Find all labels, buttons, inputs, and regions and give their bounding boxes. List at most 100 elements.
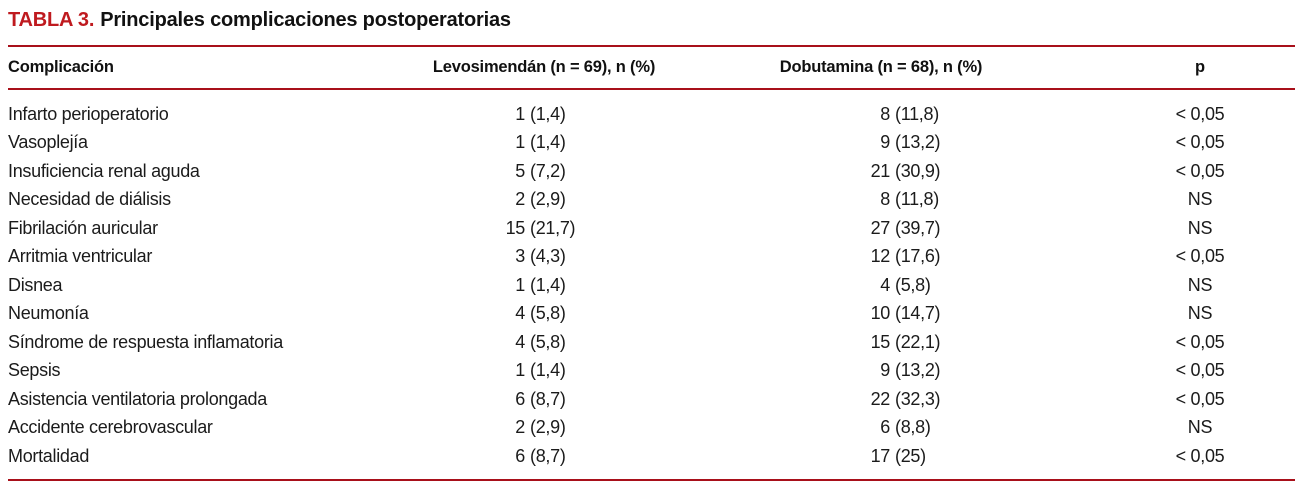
dobutamina-percent: (13,2): [895, 360, 941, 381]
dobutamina-cell: 9 (13,2): [657, 360, 1105, 381]
dobutamina-count: 15: [870, 331, 891, 352]
p-value-cell: NS: [1187, 189, 1213, 210]
levosimendan-count: 15: [505, 217, 526, 238]
dobutamina-count: 8: [880, 189, 890, 210]
dobutamina-count: 10: [870, 303, 891, 324]
table-body: Infarto perioperatorio 1 (1,4) 8 (11,8) < 0,0…: [0, 90, 1302, 479]
levosimendan-count: 4: [515, 303, 525, 324]
dobutamina-count: 9: [880, 360, 890, 381]
dobutamina-cell: 15 (22,1): [657, 332, 1105, 353]
levosimendan-count: 2: [515, 417, 525, 438]
p-value-cell: NS: [1187, 274, 1213, 295]
dobutamina-percent: (17,6): [895, 246, 941, 267]
levosimendan-percent: (5,8): [530, 331, 566, 352]
levosimendan-count: 4: [515, 331, 525, 352]
dobutamina-count: 4: [880, 274, 890, 295]
p-value-cell: NS: [1187, 417, 1213, 438]
p-value-cell: < 0,05: [1175, 160, 1225, 181]
complication-cell: Vasoplejía: [8, 132, 88, 153]
levosimendan-count: 1: [515, 274, 525, 295]
dobutamina-cell: 10 (14,7): [657, 303, 1105, 324]
table-row: Neumonía 4 (5,8) 10 (14,7) NS: [8, 300, 1302, 329]
table-rule-top: [8, 45, 1295, 47]
complication-cell: Síndrome de respuesta inflamatoria: [8, 331, 283, 352]
column-header-complication: Complicación: [8, 58, 114, 76]
levosimendan-count: 2: [515, 189, 525, 210]
table-header-row: Complicación Levosimendán (n = 69), n (%…: [8, 47, 1302, 88]
table-row: Accidente cerebrovascular 2 (2,9) 6 (8,8) NS: [8, 414, 1302, 443]
levosimendan-cell: 1 (1,4): [431, 275, 657, 296]
p-value-cell: < 0,05: [1175, 360, 1225, 381]
complication-cell: Accidente cerebrovascular: [8, 417, 213, 438]
dobutamina-cell: 17 (25): [657, 446, 1105, 467]
complication-cell: Insuficiencia renal aguda: [8, 160, 200, 181]
levosimendan-percent: (21,7): [530, 217, 576, 238]
dobutamina-percent: (25): [895, 445, 926, 466]
levosimendan-cell: 6 (8,7): [431, 446, 657, 467]
complication-cell: Necesidad de diálisis: [8, 189, 171, 210]
table-row: Arritmia ventricular 3 (4,3) 12 (17,6) < 0,05: [8, 243, 1302, 272]
complication-cell: Asistencia ventilatoria prolongada: [8, 388, 267, 409]
levosimendan-count: 3: [515, 246, 525, 267]
dobutamina-cell: 8 (11,8): [657, 104, 1105, 125]
levosimendan-percent: (8,7): [530, 445, 566, 466]
table-title-text: Principales complicaciones postoperatori…: [100, 9, 511, 31]
dobutamina-percent: (8,8): [895, 417, 931, 438]
table-row: Insuficiencia renal aguda 5 (7,2) 21 (30,9) <…: [8, 157, 1302, 186]
levosimendan-percent: (7,2): [530, 160, 566, 181]
table-row: Fibrilación auricular 15 (21,7) 27 (39,7) NS: [8, 214, 1302, 243]
table-row: Necesidad de diálisis 2 (2,9) 8 (11,8) NS: [8, 186, 1302, 215]
p-value-cell: < 0,05: [1175, 246, 1225, 267]
dobutamina-cell: 6 (8,8): [657, 417, 1105, 438]
levosimendan-percent: (1,4): [530, 132, 566, 153]
levosimendan-percent: (1,4): [530, 274, 566, 295]
table-row: Asistencia ventilatoria prolongada 6 (8,7)…: [8, 385, 1302, 414]
dobutamina-percent: (14,7): [895, 303, 941, 324]
levosimendan-percent: (5,8): [530, 303, 566, 324]
dobutamina-count: 12: [870, 246, 891, 267]
table-row: Síndrome de respuesta inflamatoria 4 (5,8)…: [8, 328, 1302, 357]
dobutamina-cell: 27 (39,7): [657, 218, 1105, 239]
levosimendan-count: 6: [515, 388, 525, 409]
table-row: Vasoplejía 1 (1,4) 9 (13,2) < 0,05: [8, 129, 1302, 158]
complication-cell: Mortalidad: [8, 445, 90, 466]
table-row: Infarto perioperatorio 1 (1,4) 8 (11,8) < 0,0…: [8, 100, 1302, 129]
dobutamina-count: 17: [870, 445, 891, 466]
levosimendan-count: 1: [515, 132, 525, 153]
dobutamina-percent: (13,2): [895, 132, 941, 153]
levosimendan-count: 1: [515, 103, 525, 124]
dobutamina-cell: 12 (17,6): [657, 246, 1105, 267]
levosimendan-cell: 1 (1,4): [431, 104, 657, 125]
levosimendan-cell: 6 (8,7): [431, 389, 657, 410]
dobutamina-percent: (32,3): [895, 388, 941, 409]
levosimendan-count: 5: [515, 160, 525, 181]
dobutamina-cell: 9 (13,2): [657, 132, 1105, 153]
dobutamina-percent: (11,8): [895, 189, 939, 210]
dobutamina-count: 21: [870, 160, 891, 181]
levosimendan-count: 6: [515, 445, 525, 466]
complication-cell: Disnea: [8, 274, 63, 295]
complication-cell: Neumonía: [8, 303, 89, 324]
levosimendan-percent: (4,3): [530, 246, 566, 267]
dobutamina-count: 6: [880, 417, 890, 438]
column-header-p: p: [1195, 58, 1205, 76]
levosimendan-cell: 15 (21,7): [431, 218, 657, 239]
p-value-cell: < 0,05: [1175, 388, 1225, 409]
dobutamina-cell: 22 (32,3): [657, 389, 1105, 410]
table-row: Sepsis 1 (1,4) 9 (13,2) < 0,05: [8, 357, 1302, 386]
table-number-label: TABLA 3.: [8, 9, 95, 31]
dobutamina-percent: (11,8): [895, 103, 939, 124]
levosimendan-percent: (2,9): [530, 189, 566, 210]
p-value-cell: < 0,05: [1175, 331, 1225, 352]
levosimendan-cell: 1 (1,4): [431, 132, 657, 153]
table-title: TABLA 3. Principales complicaciones posto…: [8, 9, 1294, 35]
table-row: Disnea 1 (1,4) 4 (5,8) NS: [8, 271, 1302, 300]
levosimendan-percent: (8,7): [530, 388, 566, 409]
dobutamina-count: 8: [880, 103, 890, 124]
table-row: Mortalidad 6 (8,7) 17 (25) < 0,05: [8, 442, 1302, 471]
levosimendan-cell: 2 (2,9): [431, 417, 657, 438]
dobutamina-cell: 4 (5,8): [657, 275, 1105, 296]
p-value-cell: NS: [1187, 217, 1213, 238]
levosimendan-cell: 5 (7,2): [431, 161, 657, 182]
column-header-dobutamina: Dobutamina (n = 68), n (%): [779, 58, 983, 76]
